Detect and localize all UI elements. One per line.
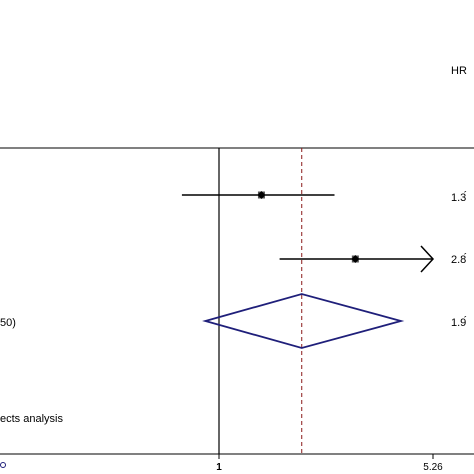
plot-texts: HR 1.3́ 2.8́ 1.9́ 50) ects analysis 1 5.… <box>0 65 467 473</box>
x-tick-label-2: 5.26 <box>423 462 443 473</box>
study-point-estimate-1 <box>257 191 266 199</box>
axis-corner-marker <box>0 462 6 468</box>
study-hr-value-2: 2.8́ <box>451 253 466 266</box>
study-ci-arrow-2 <box>420 245 435 273</box>
study-hr-value-1: 1.3́ <box>451 191 466 204</box>
pooled-hr-value: 1.9́ <box>451 316 466 329</box>
analysis-label: ects analysis <box>0 413 63 425</box>
pooled-diamond <box>202 293 405 349</box>
plot-axes <box>0 147 474 468</box>
hr-column-header: HR <box>451 65 467 77</box>
pooled-label: 50) <box>0 317 16 329</box>
plot-marks <box>181 191 435 349</box>
x-tick-label-1: 1 <box>216 462 222 473</box>
study-point-estimate-2 <box>351 255 360 263</box>
